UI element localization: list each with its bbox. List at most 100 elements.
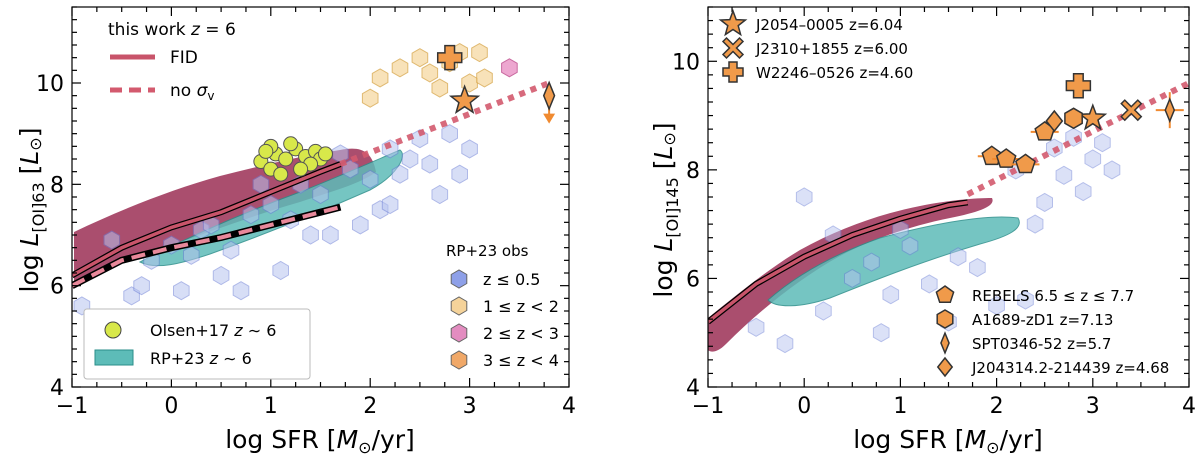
olsen-point: [258, 143, 274, 159]
marker-SPT0346-52: [542, 80, 556, 111]
marker-J2054-0005: [1078, 103, 1108, 131]
left-panel: −1 0 1 2 3 4 4 6 8 10 log SFR [M⊙/yr] log L[OI]63…: [15, 6, 576, 456]
obs-hexagon: [949, 247, 967, 267]
marker-J204314.2-214439: [1045, 109, 1064, 133]
obs-hexagon: [232, 281, 250, 301]
marker-W2246-0526: [436, 44, 463, 71]
legend-marker-plus: [722, 61, 744, 83]
right-top-legend-label: J2310+1855 z=6.00: [755, 40, 908, 58]
obs-hexagon: [322, 225, 339, 245]
left-legend-title: this work z = 6: [108, 20, 236, 40]
obs-hexagon: [988, 296, 1005, 316]
olsen-point: [317, 146, 333, 162]
obs-legend-label: 2 ≤ z < 3: [483, 324, 559, 343]
right-rp23-region: [767, 216, 1020, 307]
obs-hexagon: [411, 48, 429, 68]
obs-hexagon: [872, 323, 890, 343]
obs-hexagon: [361, 169, 379, 189]
obs-hexagon: [1055, 165, 1073, 185]
obs-hexagon: [471, 43, 488, 63]
x-tick-label: 2: [990, 394, 1004, 419]
y-tick-label: 10: [36, 72, 64, 97]
right-xlabel: log SFR [M⊙/yr]: [853, 425, 1043, 456]
right-fid-line: [708, 200, 968, 324]
x-tick-label: 3: [1086, 394, 1100, 419]
x-tick-label: 1: [893, 394, 907, 419]
y-tick-label: 4: [686, 376, 700, 401]
obs-hexagon: [892, 220, 909, 240]
legend-marker-thin-diamond: [940, 331, 950, 355]
obs-hexagon: [173, 281, 190, 301]
legend-marker-hexagon: [936, 309, 954, 329]
rp23-legend-patch: [94, 349, 134, 366]
rp23-legend-label: RP+23 z ∼ 6: [150, 349, 252, 368]
x-tick-label: 1: [264, 394, 278, 419]
obs-hexagon: [776, 334, 794, 354]
obs-legend-hexagon: [450, 323, 468, 343]
upper-limit-arrow: [543, 113, 556, 124]
legend-marker-star: [718, 8, 748, 37]
marker-J2054-0005: [448, 84, 481, 115]
x-tick-label: 4: [1182, 394, 1196, 419]
obs-hexagon: [882, 285, 900, 305]
marker-A1689-zD1: [1064, 107, 1083, 130]
right-bottom-legend-label: J204314.2-214439 z=4.68: [971, 359, 1169, 377]
obs-hexagon: [901, 236, 919, 256]
obs-hexagon: [381, 139, 399, 159]
obs-hexagon: [431, 78, 449, 98]
obs-hexagon: [391, 164, 409, 184]
obs-hexagon: [312, 184, 329, 205]
left-bottom-legend-box: [83, 308, 311, 380]
legend-marker-diamond: [936, 356, 954, 378]
obs-hexagon: [461, 139, 478, 159]
obs-legend-label: 1 ≤ z < 2: [483, 297, 559, 316]
obs-hexagon: [361, 88, 379, 108]
right-top-legend-label: J2054–0005 z=6.04: [755, 16, 903, 34]
obs-hexagon: [863, 252, 880, 272]
obs-legend-hexagon: [450, 296, 468, 316]
right-trend-dotted: [966, 80, 1189, 197]
marker-J2310+1855: [1120, 99, 1143, 122]
obs-hexagon: [969, 258, 986, 278]
right-ylabel: log L[OI]145 [L⊙]: [649, 122, 682, 297]
right-bottom-legend-label: SPT0346-52 z=5.7: [972, 335, 1111, 353]
left-ylabel: log L[OI]63 [L⊙]: [15, 128, 48, 293]
obs-legend-label: 3 ≤ z < 4: [483, 351, 559, 370]
obs-hexagon: [501, 58, 518, 78]
olsen-point: [293, 161, 309, 177]
obs-hexagon: [815, 301, 832, 321]
x-tick-label: 0: [797, 394, 811, 419]
obs-hexagon: [103, 230, 121, 250]
marker-REBELS: [1015, 153, 1036, 174]
right-bottom-legend-label: A1689-zD1 z=7.13: [972, 311, 1113, 329]
legend-marker-cross: [721, 36, 745, 60]
left-xlabel: log SFR [M⊙/yr]: [225, 425, 415, 456]
obs-hexagon: [747, 317, 765, 337]
x-tick-label: 3: [463, 394, 477, 419]
obs-hexagon: [476, 68, 493, 88]
obs-hexagon: [272, 260, 289, 281]
nosigma-legend-label: no σv: [170, 81, 214, 103]
marker-SPT0346-52: [1164, 97, 1176, 124]
legend-marker-pentagon: [935, 285, 955, 304]
obs-hexagon: [1026, 214, 1044, 234]
obs-hexagon: [222, 240, 240, 260]
obs-hexagon: [262, 195, 280, 215]
olsen-point: [283, 136, 299, 152]
y-tick-label: 6: [50, 275, 64, 300]
y-tick-label: 8: [50, 173, 64, 198]
obs-hexagon: [401, 149, 419, 169]
obs-hexagon: [1103, 160, 1121, 180]
obs-hexagon: [242, 205, 260, 225]
obs-hexagon: [391, 58, 409, 78]
x-tick-label: 2: [363, 394, 377, 419]
x-tick-label: 0: [164, 394, 178, 419]
obs-hexagon: [451, 164, 468, 184]
right-sim-cloud: [708, 198, 993, 352]
obs-legend-title: RP+23 obs: [446, 242, 529, 260]
left-no-sigma-line: [72, 205, 341, 288]
marker-W2246-0526: [1065, 72, 1092, 99]
obs-hexagon: [421, 154, 439, 174]
right-top-legend-label: W2246–0526 z=4.60: [756, 64, 913, 82]
obs-hexagon: [371, 68, 389, 88]
